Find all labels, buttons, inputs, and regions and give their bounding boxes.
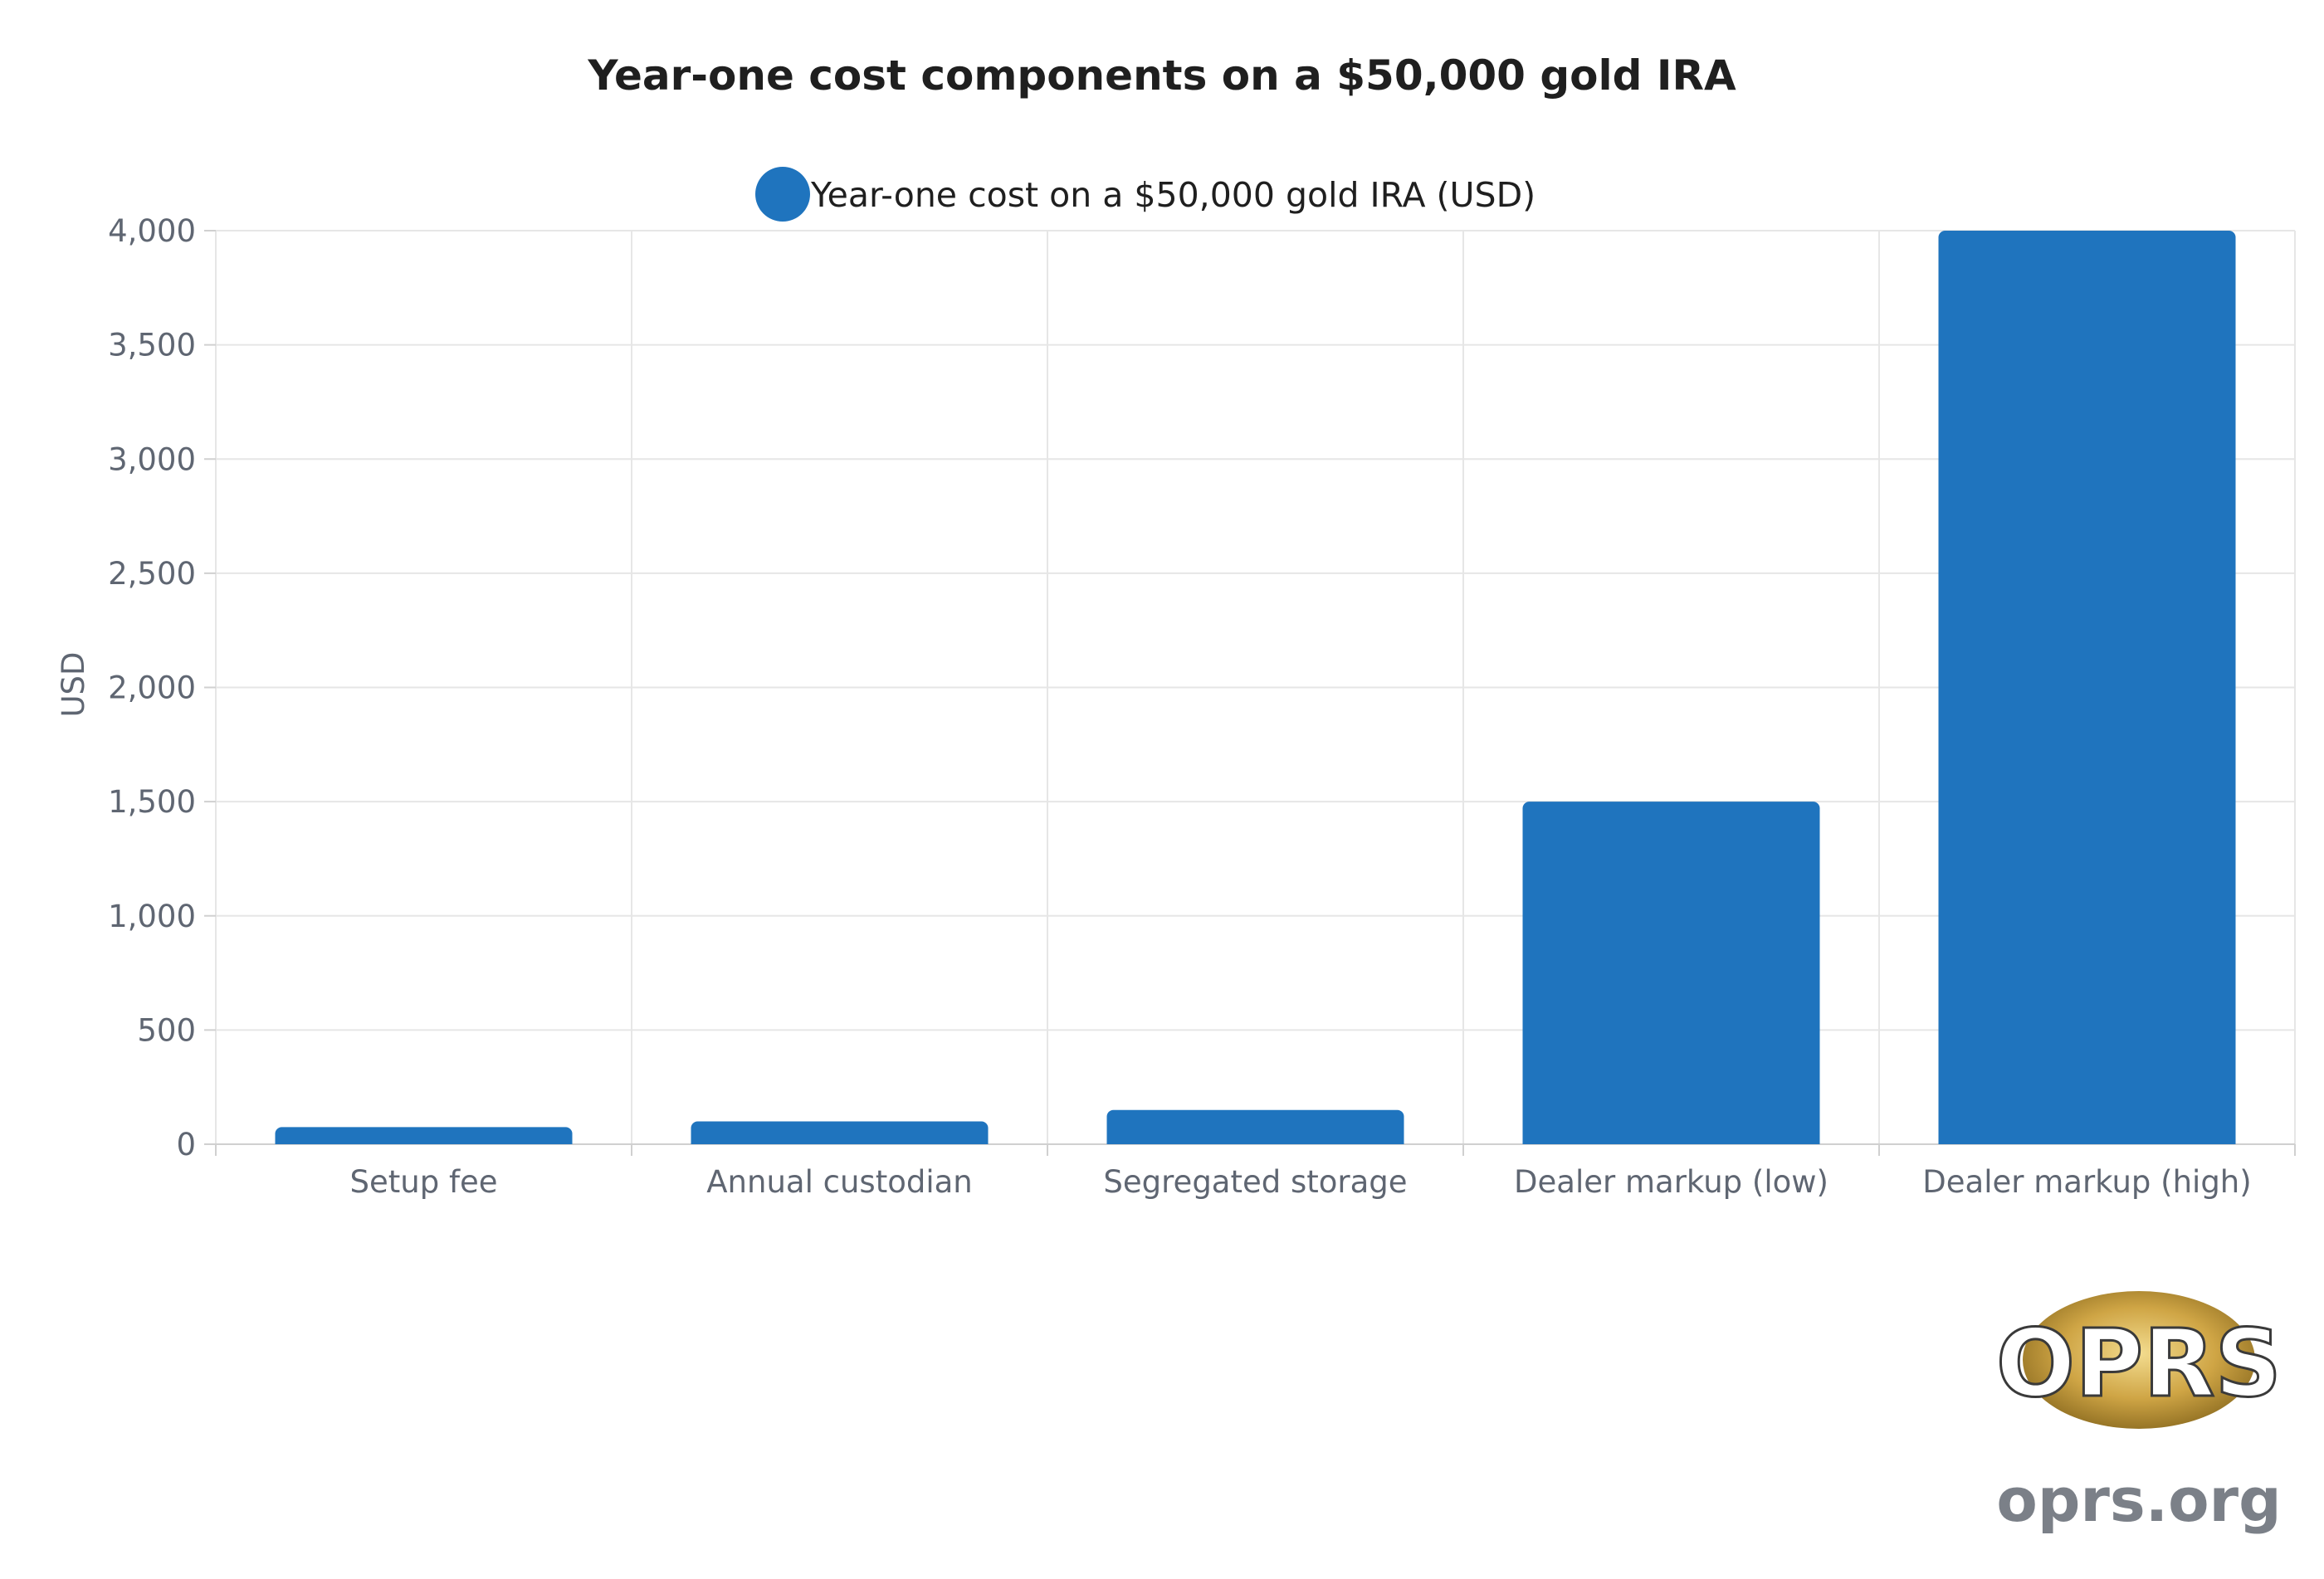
bar	[1106, 1109, 1404, 1144]
bar-base	[1938, 1138, 2236, 1144]
x-tick-label: Segregated storage	[1103, 1164, 1407, 1200]
x-axis: Setup fee Annual custodian Segregated stor…	[349, 1164, 2251, 1200]
bar-base	[1522, 1138, 1820, 1144]
x-tick-label: Annual custodian	[706, 1164, 972, 1200]
bar-base	[1106, 1138, 1404, 1144]
x-tick-label: Dealer markup (low)	[1514, 1164, 1828, 1200]
bar-base	[275, 1138, 573, 1144]
bar	[1522, 802, 1820, 1144]
bar	[1938, 231, 2236, 1144]
legend-label: Year-one cost on a $50,000 gold IRA (USD…	[810, 175, 1536, 215]
site-url: oprs.org	[1996, 1465, 2281, 1535]
y-tick-label: 500	[137, 1012, 196, 1048]
oprs-logo: OPRS	[1994, 1291, 2283, 1429]
legend: Year-one cost on a $50,000 gold IRA (USD…	[755, 167, 1536, 222]
y-tick-label: 2,500	[108, 556, 196, 592]
y-axis: 0 500 1,000 1,500 2,000 2,500 3,000 3,500 4,000	[108, 213, 196, 1162]
y-tick-label: 1,500	[108, 784, 196, 820]
y-tick-label: 4,000	[108, 213, 196, 249]
bars	[275, 231, 2236, 1144]
bar-base	[691, 1138, 989, 1144]
y-tick-label: 3,500	[108, 328, 196, 363]
chart-title: Year-one cost components on a $50,000 go…	[587, 51, 1736, 100]
x-tick-label: Setup fee	[349, 1164, 497, 1200]
legend-swatch	[755, 167, 810, 222]
x-tick-label: Dealer markup (high)	[1922, 1164, 2251, 1200]
y-tick-label: 0	[176, 1127, 196, 1162]
gridlines	[204, 230, 2296, 1156]
y-tick-label: 1,000	[108, 899, 196, 934]
y-axis-label: USD	[56, 651, 91, 717]
logo-medallion	[2023, 1291, 2255, 1429]
y-tick-label: 3,000	[108, 441, 196, 477]
logo-text: OPRS	[1996, 1310, 2282, 1418]
y-tick-label: 2,000	[108, 670, 196, 706]
